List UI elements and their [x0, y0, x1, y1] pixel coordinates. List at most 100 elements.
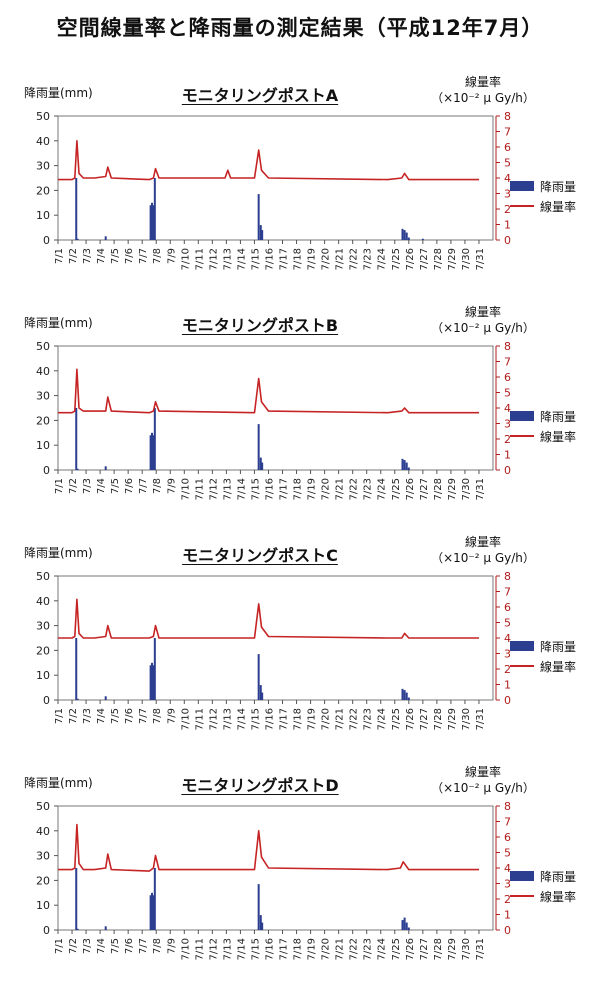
y2-axis-label: 線量率 （×10⁻² μ Gy/h） — [418, 534, 548, 566]
y2-tick-label: 6 — [504, 141, 511, 154]
rain-bar — [152, 895, 155, 930]
legend-item-dose: 線量率 — [510, 196, 576, 216]
x-tick-label: 7/14 — [236, 938, 247, 960]
x-tick-label: 7/21 — [335, 938, 346, 960]
y-axis-label: 降雨量(mm) — [24, 86, 93, 100]
chart-title: モニタリングポストA — [181, 86, 339, 105]
rain-bar — [149, 435, 152, 470]
rain-bar — [149, 205, 152, 240]
rain-bar — [401, 228, 404, 240]
y-tick-label: 20 — [36, 644, 50, 657]
y2-tick-label: 6 — [504, 831, 511, 844]
rain-bar — [104, 926, 107, 930]
legend-item-dose: 線量率 — [510, 656, 576, 676]
x-tick-label: 7/21 — [335, 478, 346, 500]
x-tick-label: 7/20 — [321, 708, 332, 730]
rain-bar — [401, 458, 404, 470]
x-tick-label: 7/10 — [180, 478, 191, 500]
x-tick-label: 7/28 — [433, 708, 444, 730]
x-tick-label: 7/16 — [264, 248, 275, 270]
y-tick-label: 10 — [36, 439, 50, 452]
x-tick-label: 7/8 — [152, 478, 163, 494]
x-tick-label: 7/24 — [377, 248, 388, 270]
rain-bar — [104, 696, 107, 700]
x-tick-label: 7/18 — [293, 248, 304, 270]
x-tick-label: 7/12 — [208, 708, 219, 730]
legend-swatch-line — [510, 895, 534, 897]
x-tick-label: 7/25 — [391, 938, 402, 960]
legend-swatch-bar — [510, 411, 534, 421]
rain-bar — [151, 662, 154, 700]
x-tick-label: 7/17 — [279, 708, 290, 730]
x-tick-label: 7/5 — [110, 248, 121, 264]
y2-tick-label: 0 — [504, 234, 511, 247]
x-tick-label: 7/14 — [236, 708, 247, 730]
rain-bar — [405, 232, 408, 240]
x-tick-label: 7/3 — [82, 708, 93, 724]
x-tick-label: 7/2 — [68, 248, 79, 264]
y2-tick-label: 3 — [504, 878, 511, 891]
y2-axis-title: 線量率 — [464, 765, 501, 779]
rain-bar — [403, 917, 406, 930]
rain-bar — [405, 692, 408, 700]
x-tick-label: 7/24 — [377, 478, 388, 500]
x-tick-label: 7/29 — [447, 478, 458, 500]
x-tick-label: 7/3 — [82, 478, 93, 494]
y-tick-label: 20 — [36, 874, 50, 887]
x-tick-label: 7/30 — [461, 708, 472, 730]
x-tick-label: 7/14 — [236, 248, 247, 270]
x-tick-label: 7/11 — [194, 478, 205, 500]
x-tick-label: 7/10 — [180, 938, 191, 960]
rain-bar — [257, 884, 260, 930]
y2-axis-unit: （×10⁻² μ Gy/h） — [431, 91, 535, 105]
y2-axis-unit: （×10⁻² μ Gy/h） — [431, 781, 535, 795]
rain-bar — [75, 408, 78, 470]
x-tick-label: 7/22 — [349, 248, 360, 270]
rain-bar — [104, 466, 107, 470]
y-axis-label: 降雨量(mm) — [24, 316, 93, 330]
x-tick-label: 7/6 — [124, 478, 135, 494]
legend: 降雨量 線量率 — [510, 866, 576, 906]
rain-bar — [75, 638, 78, 700]
x-tick-label: 7/22 — [349, 478, 360, 500]
rain-bar — [259, 457, 262, 470]
rain-bar — [151, 202, 154, 240]
legend-item-rain: 降雨量 — [510, 406, 576, 426]
dose-rate-line — [58, 598, 479, 639]
legend-label-dose: 線量率 — [540, 429, 577, 444]
rain-bar — [407, 237, 410, 240]
rain-bar — [261, 462, 264, 470]
x-tick-label: 7/31 — [475, 708, 486, 730]
y-tick-label: 10 — [36, 209, 50, 222]
dose-rate-line — [58, 823, 479, 872]
y2-axis-label: 線量率 （×10⁻² μ Gy/h） — [418, 764, 548, 796]
x-tick-label: 7/5 — [110, 708, 121, 724]
x-tick-label: 7/5 — [110, 938, 121, 954]
x-tick-label: 7/23 — [363, 938, 374, 960]
legend-item-rain: 降雨量 — [510, 636, 576, 656]
legend-swatch-line — [510, 665, 534, 667]
y-tick-label: 20 — [36, 184, 50, 197]
rain-bar — [401, 920, 404, 930]
y2-tick-label: 4 — [504, 632, 511, 645]
y-tick-label: 40 — [36, 365, 50, 378]
x-tick-label: 7/28 — [433, 478, 444, 500]
x-tick-label: 7/27 — [419, 248, 430, 270]
chart-title: モニタリングポストC — [182, 546, 338, 565]
legend-label-dose: 線量率 — [540, 199, 577, 214]
legend-item-rain: 降雨量 — [510, 866, 576, 886]
y2-tick-label: 7 — [504, 586, 511, 599]
x-tick-label: 7/31 — [475, 938, 486, 960]
y2-tick-label: 1 — [504, 219, 511, 232]
x-tick-label: 7/19 — [307, 248, 318, 270]
y2-tick-label: 5 — [504, 847, 511, 860]
x-tick-label: 7/30 — [461, 938, 472, 960]
legend-swatch-bar — [510, 871, 534, 881]
x-tick-label: 7/1 — [54, 478, 65, 494]
x-tick-label: 7/16 — [264, 938, 275, 960]
x-tick-label: 7/4 — [96, 938, 107, 954]
x-tick-label: 7/9 — [166, 938, 177, 954]
legend-item-dose: 線量率 — [510, 426, 576, 446]
